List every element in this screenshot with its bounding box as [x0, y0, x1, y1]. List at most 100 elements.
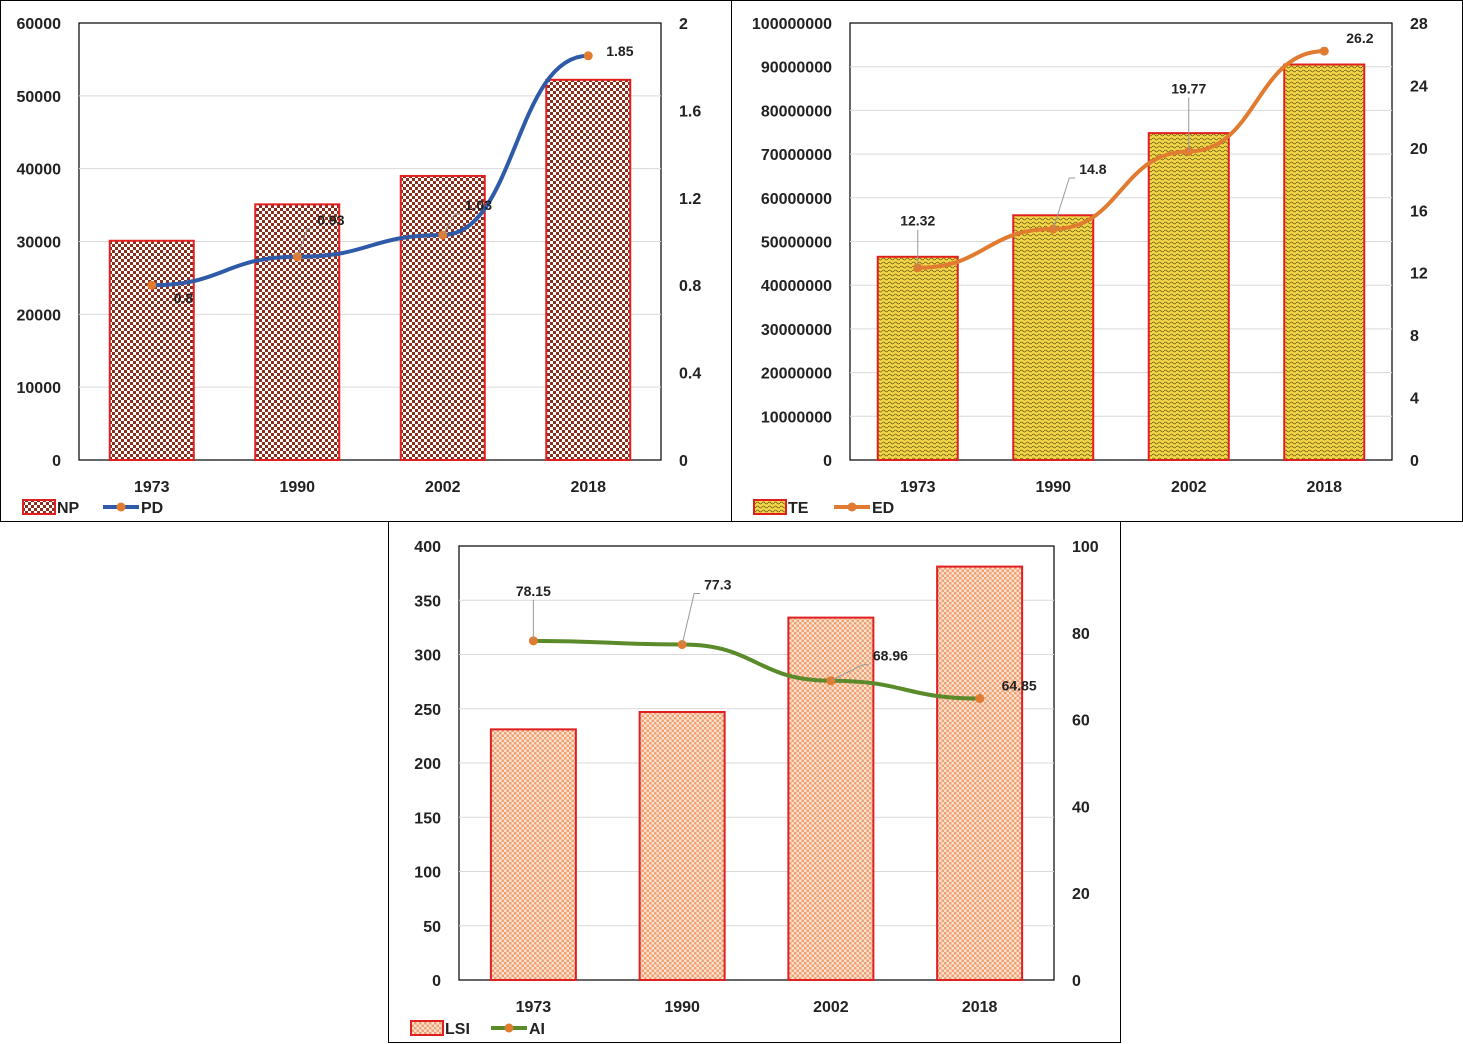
- y-right-tick-label: 0: [679, 453, 688, 470]
- bar-np-2018: [545, 78, 632, 461]
- x-tick-label: 1990: [1035, 479, 1071, 496]
- y-left-tick-label: 150: [414, 810, 441, 827]
- data-label-pd: 1.03: [465, 197, 492, 213]
- x-tick-label: 2002: [425, 479, 461, 496]
- legend-marker: [504, 1023, 514, 1033]
- y-right-tick-label: 1.2: [679, 191, 701, 208]
- y-right-tick-label: 20: [1410, 141, 1428, 158]
- legend-swatch-te: [753, 499, 787, 515]
- data-label-pd: 0.8: [174, 290, 194, 306]
- data-label-ai: 77.3: [704, 577, 731, 593]
- bar-te-1973: [876, 255, 959, 461]
- y-left-tick-label: 30000000: [761, 322, 832, 339]
- data-label-ed: 14.8: [1079, 161, 1106, 177]
- bar-lsi-1973: [489, 728, 577, 981]
- legend-label-ai: AI: [529, 1021, 545, 1038]
- bar-te-1990: [1012, 214, 1095, 461]
- data-label-leader: [681, 593, 701, 645]
- y-right-tick-label: 80: [1072, 626, 1090, 643]
- y-right-tick-label: 1.6: [679, 103, 701, 120]
- chart-lsi-ai: 0 50 100 150 200 250 300 350 400 0 20 40 60 80 100 1973…: [410, 539, 1099, 1038]
- data-label-ed: 19.77: [1171, 80, 1206, 96]
- y-right-tick-label: 0.4: [679, 366, 701, 383]
- bar-lsi-2018: [936, 565, 1024, 982]
- legend-marker: [116, 502, 126, 512]
- data-label-pd: 1.85: [606, 43, 633, 59]
- chart-panel-lsi-ai: 0 50 100 150 200 250 300 350 400 0 20 40 60 80 100 1973…: [388, 521, 1121, 1043]
- data-label-pd: 0.93: [317, 212, 344, 228]
- bar-np-2002: [399, 174, 486, 461]
- y-left-tick-label: 100: [414, 865, 441, 882]
- data-label-ai: 78.15: [516, 583, 551, 599]
- y-left-tick-label: 70000000: [761, 147, 832, 164]
- y-left-tick-label: 10000000: [761, 409, 832, 426]
- y-left-tick-label: 50000000: [761, 235, 832, 252]
- legend-swatch-np: [22, 499, 56, 515]
- y-left-tick-label: 10000: [17, 380, 62, 397]
- line-pd: [151, 53, 589, 288]
- y-left-tick-label: 300: [414, 648, 441, 665]
- data-label-leader: [442, 213, 461, 236]
- y-left-tick-label: 60000000: [761, 191, 832, 208]
- legend-swatch-lsi: [410, 1020, 444, 1036]
- marker-pd-1973: [147, 280, 157, 290]
- legend-label-ed: ED: [872, 500, 894, 517]
- y-left-tick-label: 80000000: [761, 103, 832, 120]
- chart-np-pd: 0 10000 20000 30000 40000 50000 60000 0 0.4 0.8 1.…: [17, 16, 702, 517]
- y-left-tick-label: 0: [52, 453, 61, 470]
- data-label-leader: [1052, 177, 1076, 230]
- y-right-tick-label: 60: [1072, 713, 1090, 730]
- legend-label-lsi: LSI: [445, 1021, 470, 1038]
- y-right-tick-label: 28: [1410, 16, 1428, 33]
- y-right-tick-label: 2: [679, 16, 688, 33]
- x-tick-label: 2002: [1171, 479, 1207, 496]
- y-right-tick-label: 0: [1410, 453, 1419, 470]
- y-right-tick-label: 100: [1072, 539, 1099, 556]
- y-left-tick-label: 20000: [17, 307, 62, 324]
- marker-pd-2018: [583, 51, 593, 61]
- data-label-leader: [296, 228, 314, 257]
- legend-label-te: TE: [788, 500, 809, 517]
- data-label-leader: [830, 664, 869, 682]
- chart-panel-te-ed: 0 10000000 20000000 30000000 40000000 5000000…: [731, 0, 1463, 522]
- bar-np-1973: [108, 239, 195, 461]
- y-left-tick-label: 50000: [17, 89, 62, 106]
- marker-ai-2002: [826, 676, 836, 686]
- y-left-tick-label: 20000000: [761, 366, 832, 383]
- x-tick-label: 2002: [813, 999, 849, 1016]
- data-label-ai: 68.96: [873, 648, 908, 664]
- x-tick-label: 1990: [279, 479, 315, 496]
- line-ai: [533, 638, 980, 701]
- x-tick-label: 2018: [570, 479, 606, 496]
- data-label-ed: 12.32: [900, 213, 935, 229]
- y-right-tick-label: 0.8: [679, 278, 701, 295]
- marker-ed-2018: [1319, 46, 1329, 56]
- legend-label-np: NP: [57, 500, 80, 517]
- bar-np-1990: [254, 203, 341, 461]
- y-right-tick-label: 16: [1410, 203, 1428, 220]
- y-left-tick-label: 0: [432, 973, 441, 990]
- x-tick-label: 1990: [664, 999, 700, 1016]
- y-right-tick-label: 40: [1072, 799, 1090, 816]
- y-left-tick-label: 250: [414, 702, 441, 719]
- bar-lsi-1990: [638, 711, 726, 981]
- y-left-tick-label: 90000000: [761, 60, 832, 77]
- x-tick-label: 1973: [134, 479, 170, 496]
- chart-te-ed: 0 10000000 20000000 30000000 40000000 5000000…: [752, 16, 1428, 517]
- y-left-tick-label: 350: [414, 593, 441, 610]
- line-ed: [917, 49, 1325, 270]
- y-left-tick-label: 50: [423, 919, 441, 936]
- y-left-tick-label: 40000000: [761, 278, 832, 295]
- x-tick-label: 2018: [1306, 479, 1342, 496]
- y-right-tick-label: 4: [1410, 391, 1419, 408]
- bar-lsi-2002: [787, 616, 875, 982]
- chart-panel-np-pd: 0 10000 20000 30000 40000 50000 60000 0 0.4 0.8 1.…: [0, 0, 732, 522]
- y-left-tick-label: 0: [823, 453, 832, 470]
- legend-marker: [847, 502, 857, 512]
- data-label-ai: 64.85: [1002, 678, 1037, 694]
- y-left-tick-label: 100000000: [752, 16, 832, 33]
- marker-ai-2018: [975, 694, 985, 704]
- y-right-tick-label: 0: [1072, 973, 1081, 990]
- bar-te-2018: [1283, 63, 1366, 461]
- bar-te-2002: [1147, 132, 1230, 461]
